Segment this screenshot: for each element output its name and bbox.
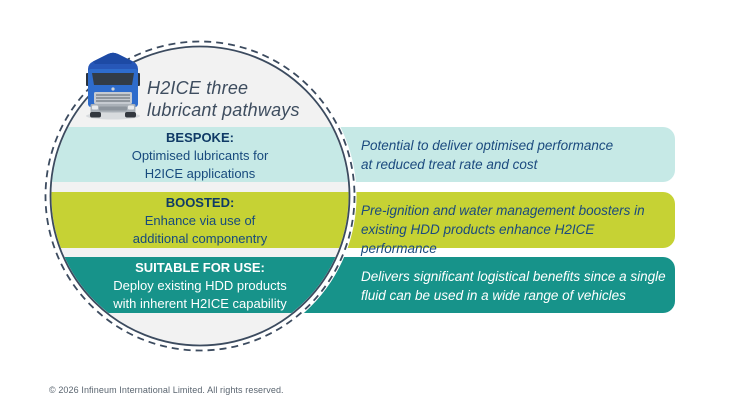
pathway-suitable-heading: SUITABLE FOR USE: bbox=[135, 260, 265, 275]
benefit-boosted-line2: existing HDD products enhance H2ICE perf… bbox=[361, 222, 595, 256]
pathway-band-boosted bbox=[51, 192, 675, 248]
pathway-suitable-text: SUITABLE FOR USE: Deploy existing HDD pr… bbox=[55, 259, 345, 313]
pathway-band-bespoke bbox=[51, 127, 675, 182]
diagram-title: H2ICE three lubricant pathways bbox=[147, 77, 367, 121]
pathway-bespoke-desc-line1: Optimised lubricants for bbox=[131, 148, 269, 163]
pathway-band-suitable bbox=[51, 257, 675, 313]
copyright-footer: © 2026 Infineum International Limited. A… bbox=[49, 385, 284, 395]
diagram-title-line1: H2ICE three bbox=[147, 78, 249, 98]
circle-outline-casing bbox=[43, 39, 357, 353]
pathway-bespoke-heading: BESPOKE: bbox=[166, 130, 234, 145]
pathway-boosted-text: BOOSTED: Enhance via use of additional c… bbox=[55, 194, 345, 248]
benefit-suitable-text: Delivers significant logistical benefits… bbox=[361, 267, 666, 305]
benefit-bespoke-line2: at reduced treat rate and cost bbox=[361, 157, 538, 172]
pathway-boosted-desc-line1: Enhance via use of bbox=[144, 213, 256, 228]
pathway-boosted-desc-line2: additional componentry bbox=[132, 231, 268, 246]
benefit-suitable-line2: fluid can be used in a wide range of veh… bbox=[361, 288, 626, 303]
benefit-bespoke-text: Potential to deliver optimised performan… bbox=[361, 136, 666, 174]
pathway-bespoke-text: BESPOKE: Optimised lubricants for H2ICE … bbox=[55, 129, 345, 183]
pathway-boosted-heading: BOOSTED: bbox=[165, 195, 235, 210]
benefit-boosted-line1: Pre-ignition and water management booste… bbox=[361, 203, 645, 218]
benefit-suitable-line1: Delivers significant logistical benefits… bbox=[361, 269, 666, 284]
benefit-boosted-text: Pre-ignition and water management booste… bbox=[361, 201, 666, 258]
truck-icon bbox=[86, 52, 140, 120]
pathway-bespoke-desc-line2: H2ICE applications bbox=[144, 166, 256, 181]
benefit-bespoke-line1: Potential to deliver optimised performan… bbox=[361, 138, 614, 153]
diagram-title-line2: lubricant pathways bbox=[147, 100, 300, 120]
pathway-suitable-desc-line1: Deploy existing HDD products bbox=[113, 278, 287, 293]
pathway-suitable-desc-line2: with inherent H2ICE capability bbox=[113, 296, 287, 311]
circle-outline-solid bbox=[49, 45, 351, 347]
circle-outline-dashed bbox=[44, 40, 356, 352]
